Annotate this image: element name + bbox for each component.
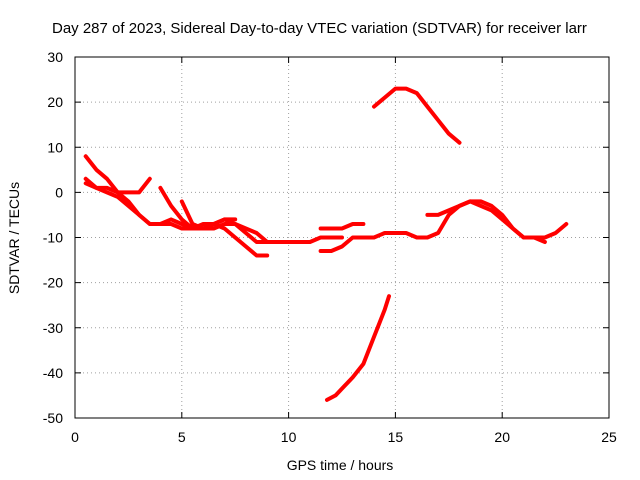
x-tick-label: 5 <box>178 429 186 445</box>
y-tick-label: -40 <box>43 365 63 381</box>
series-line-track-8 <box>425 199 547 244</box>
series-line-track-7 <box>318 199 569 253</box>
series-line-track-9 <box>372 86 462 145</box>
y-tick-label: 0 <box>55 184 63 200</box>
series-line-track-1 <box>83 154 270 244</box>
x-tick-label: 10 <box>281 429 297 445</box>
tick-layer: 0 5 10 15 20 25 -50 -40 -30 -20 -10 0 10 20 30 <box>43 49 617 445</box>
y-tick-label: 10 <box>47 139 63 155</box>
y-tick-label: 30 <box>47 49 63 65</box>
series-line-track-10 <box>325 294 391 402</box>
series-layer <box>83 86 569 402</box>
y-tick-label: -30 <box>43 320 63 336</box>
x-tick-label: 25 <box>601 429 617 445</box>
y-axis-label: SDTVAR / TECUs <box>6 182 22 294</box>
series-line-track-4 <box>158 185 270 258</box>
x-tick-label: 20 <box>494 429 510 445</box>
x-tick-label: 0 <box>71 429 79 445</box>
series-line-track-6 <box>318 222 366 231</box>
series-line-track-5 <box>179 199 344 244</box>
y-tick-label: -50 <box>43 410 63 426</box>
y-tick-label: 20 <box>47 94 63 110</box>
grid-layer <box>75 57 609 418</box>
x-axis-label: GPS time / hours <box>287 457 394 473</box>
y-tick-label: -10 <box>43 230 63 246</box>
x-tick-label: 15 <box>388 429 404 445</box>
chart-title: Day 287 of 2023, Sidereal Day-to-day VTE… <box>52 20 587 37</box>
y-tick-label: -20 <box>43 275 63 291</box>
